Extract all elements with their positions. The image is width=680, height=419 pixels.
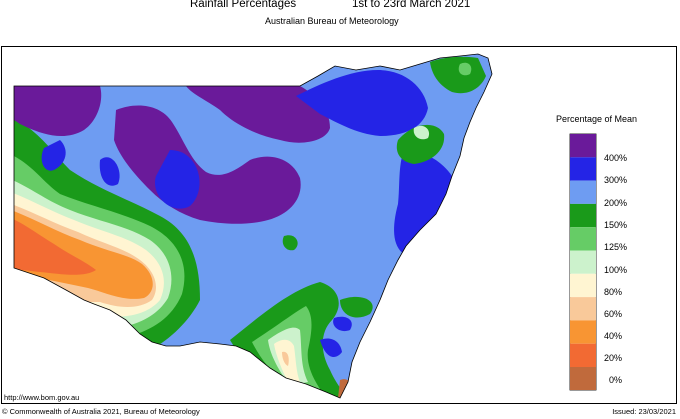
legend-title: Percentage of Mean [556,114,638,124]
issued-date: Issued: 23/03/2021 [612,407,676,416]
band-400-north [186,86,330,143]
band-300-east-coast [394,150,460,254]
band-100-northeast-spot [413,125,430,140]
legend-label-20: 20% [604,353,623,363]
map-date-range: 1st to 23rd March 2021 [352,0,471,10]
legend-label-80: 80% [604,287,623,297]
band-300-northeast [296,70,428,136]
band-150-far-northeast [430,56,486,94]
legend-label-300: 300% [604,175,628,185]
legend-label-60: 60% [604,309,623,319]
band-300-south-spot-2 [320,338,342,357]
rainfall-shading [14,54,492,398]
legend-label-400: 400% [604,153,628,163]
legend-label-100: 100% [604,265,628,275]
legend-swatch-0 [570,367,596,390]
band-60-southeast-spot [282,351,289,366]
band-125-far-northeast-spot [458,62,472,76]
map-subtitle: Australian Bureau of Meteorology [265,16,399,26]
legend-swatch-80 [570,273,596,298]
band-300-spot-1 [99,157,120,186]
band-300-west-spot [41,140,66,171]
legend-label-40: 40% [604,331,623,341]
bom-url: http://www.bom.gov.au [4,393,80,402]
title-row: Rainfall Percentages 1st to 23rd March 2… [0,0,680,14]
band-300-south-spot [333,316,352,332]
band-400-northwest [14,86,102,137]
band-20-40-west [14,214,96,275]
legend-label-0: 0% [609,375,623,385]
legend-swatch-60 [570,297,596,321]
legend [569,133,597,391]
state-border [13,53,493,399]
copyright-text: © Commonwealth of Australia 2021, Bureau… [2,407,200,416]
band-300-spot-2 [154,150,200,209]
legend-swatch-150 [570,203,596,228]
legend-swatch-40 [570,320,596,344]
legend-label-200: 200% [604,198,628,208]
band-150-south-coast [340,296,373,318]
legend-swatch-20 [570,343,596,367]
legend-swatch-300 [570,157,596,181]
legend-swatch-200 [570,180,596,204]
legend-swatch-400 [570,134,596,158]
legend-swatch-100 [570,250,596,274]
map-title: Rainfall Percentages [190,0,297,10]
band-150-central-spot [282,235,298,251]
band-150-northeast [396,124,445,164]
legend-swatch-125 [570,227,596,251]
legend-label-125: 125% [604,242,628,252]
legend-label-150: 150% [604,220,628,230]
